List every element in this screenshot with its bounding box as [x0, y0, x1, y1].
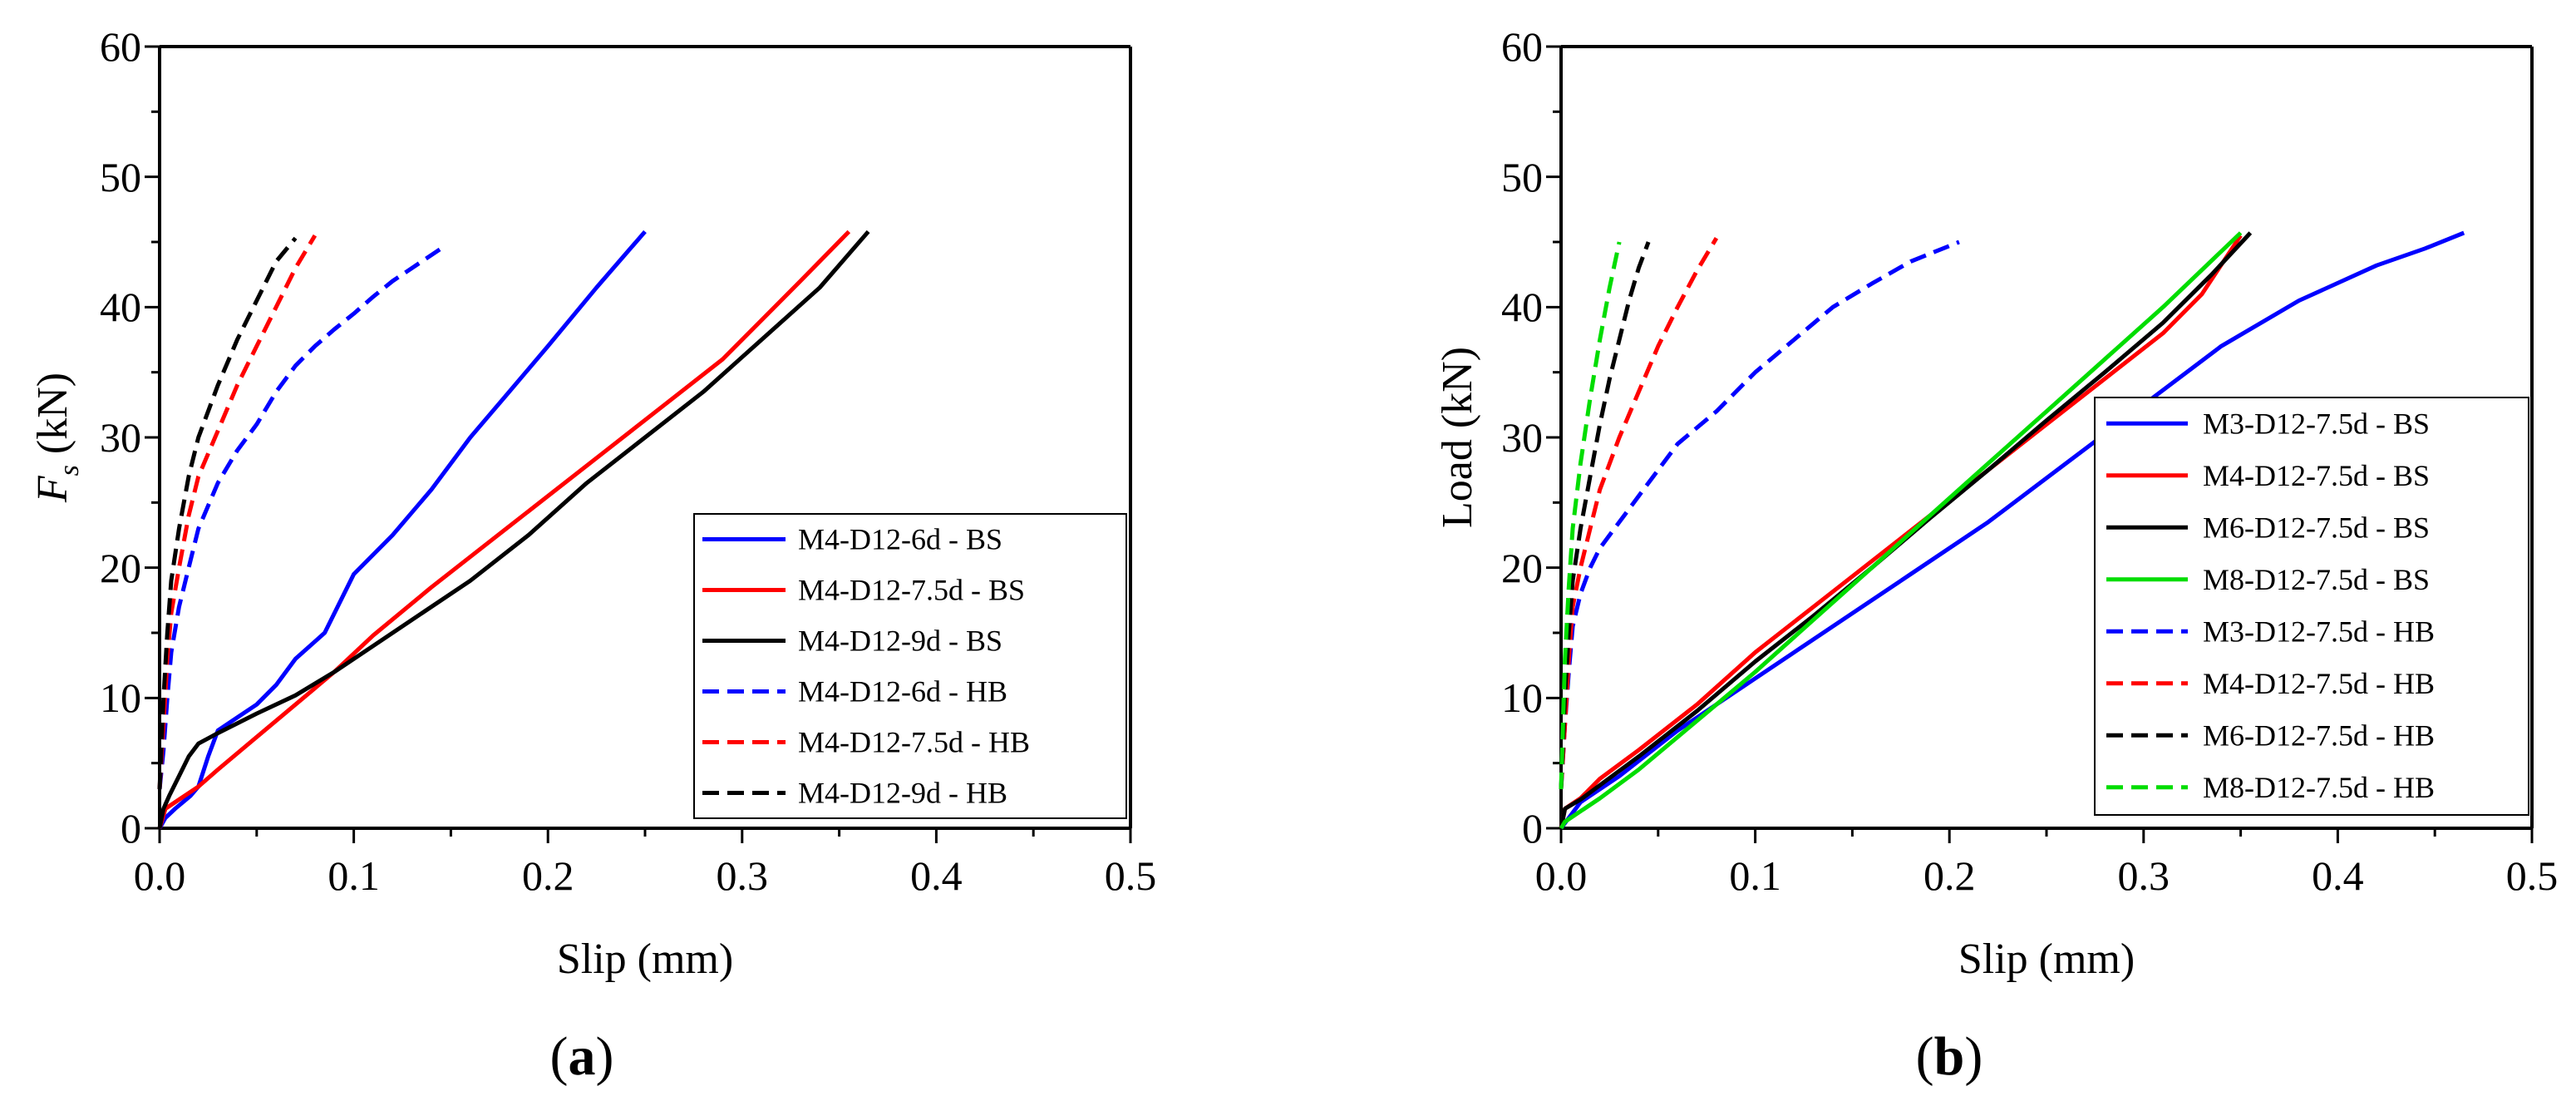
y-tick-label: 20: [1501, 545, 1543, 591]
series-group-b: [1559, 230, 2465, 830]
panel-label-b: (b): [1916, 1026, 1983, 1087]
y-axis-title-b: Load (kN): [1434, 347, 1481, 528]
x-tick-labels-b: 0.0 0.1 0.2 0.3 0.4 0.5: [1535, 852, 2559, 899]
series-line: [157, 230, 870, 829]
series-line: [1559, 241, 1651, 790]
y-tick-label: 0: [1522, 805, 1543, 852]
y-tick-label: 30: [1501, 414, 1543, 461]
x-tick-label: 0.1: [1729, 852, 1781, 899]
y-tick-labels-b: 0 10 20 30 40 50 60: [1501, 23, 1543, 852]
legend-label: M3-D12-7.5d - HB: [2203, 615, 2435, 648]
legend-label: M4-D12-9d - HB: [798, 777, 1007, 810]
y-axis-title-main: F: [29, 475, 76, 503]
x-tick-label: 0.1: [328, 852, 380, 899]
y-tick-label: 60: [100, 23, 141, 70]
x-tick-label: 0.2: [522, 852, 574, 899]
series-line: [157, 246, 443, 790]
y-tick-label: 60: [1501, 23, 1543, 70]
ticks-a: [145, 45, 1132, 843]
y-tick-label: 10: [1501, 674, 1543, 721]
y-axis-title-unit: (kN): [29, 373, 76, 465]
y-tick-label: 50: [1501, 154, 1543, 200]
legend-label: M4-D12-6d - HB: [798, 675, 1007, 708]
series-line: [1559, 230, 2465, 830]
series-line: [157, 230, 851, 829]
y-tick-label: 50: [100, 154, 141, 200]
y-tick-label: 10: [100, 674, 141, 721]
series-line: [157, 230, 647, 830]
series-line: [1559, 231, 2243, 830]
legend-label: M4-D12-7.5d - BS: [2203, 459, 2430, 492]
y-tick-label: 0: [121, 805, 141, 852]
legend-label: M3-D12-7.5d - BS: [2203, 407, 2430, 440]
ticks-b: [1546, 45, 2534, 843]
legend-items-b: M3-D12-7.5d - BS M4-D12-7.5d - BS M6-D12-7…: [2106, 407, 2435, 804]
series-group-a: [157, 230, 870, 830]
x-tick-label: 0.5: [2506, 852, 2559, 899]
panel-label-b-text: b: [1934, 1026, 1965, 1087]
legend-label: M6-D12-7.5d - BS: [2203, 511, 2430, 544]
legend-b: M3-D12-7.5d - BS M4-D12-7.5d - BS M6-D12-7…: [2094, 397, 2529, 816]
legend-box-a: [693, 513, 1127, 819]
series-line: [1559, 239, 1960, 790]
y-tick-label: 30: [100, 414, 141, 461]
legend-label: M4-D12-7.5d - HB: [2203, 667, 2435, 700]
series-line: [157, 236, 298, 790]
legend-label: M4-D12-6d - BS: [798, 523, 1002, 556]
legend-label: M4-D12-7.5d - HB: [798, 726, 1030, 759]
x-tick-label: 0.3: [717, 852, 769, 899]
x-tick-labels-a: 0.0 0.1 0.2 0.3 0.4 0.5: [134, 852, 1155, 899]
x-tick-label: 0.5: [1105, 852, 1155, 899]
x-tick-label: 0.0: [134, 852, 186, 899]
legend-items-a: M4-D12-6d - BS M4-D12-7.5d - BS M4-D12-9d …: [702, 523, 1030, 810]
y-tick-label: 40: [1501, 284, 1543, 330]
x-tick-label: 0.0: [1535, 852, 1588, 899]
series-line: [1559, 241, 1622, 790]
legend-box-b: [2094, 397, 2529, 816]
x-tick-label: 0.2: [1923, 852, 1976, 899]
legend-label: M8-D12-7.5d - HB: [2203, 771, 2435, 804]
y-tick-labels-a: 0 10 20 30 40 50 60: [100, 23, 141, 852]
y-tick-label: 20: [100, 545, 141, 591]
y-axis-title-sub: s: [54, 465, 85, 476]
panel-label-a: (a): [550, 1026, 614, 1087]
x-tick-label: 0.3: [2118, 852, 2170, 899]
panel-label-a-text: a: [569, 1026, 596, 1087]
legend-label: M4-D12-9d - BS: [798, 625, 1002, 658]
x-tick-label: 0.4: [910, 852, 963, 899]
legend-label: M6-D12-7.5d - HB: [2203, 718, 2435, 752]
chart-b: 0.0 0.1 0.2 0.3 0.4 0.5 0 10 20 30 40 50…: [1434, 23, 2559, 1087]
chart-a: 0.0 0.1 0.2 0.3 0.4 0.5 0 10 20 30 40 50…: [29, 23, 1155, 1087]
x-tick-label: 0.4: [2312, 852, 2364, 899]
y-tick-label: 40: [100, 284, 141, 330]
x-axis-title-b: Slip (mm): [1958, 936, 2135, 983]
legend-label: M8-D12-7.5d - BS: [2203, 563, 2430, 596]
legend-a: M4-D12-6d - BS M4-D12-7.5d - BS M4-D12-9d …: [693, 513, 1127, 819]
legend-label: M4-D12-7.5d - BS: [798, 574, 1025, 607]
x-axis-title-a: Slip (mm): [557, 936, 733, 983]
y-axis-title-a: Fs (kN): [29, 373, 85, 503]
series-line: [1559, 234, 2243, 829]
